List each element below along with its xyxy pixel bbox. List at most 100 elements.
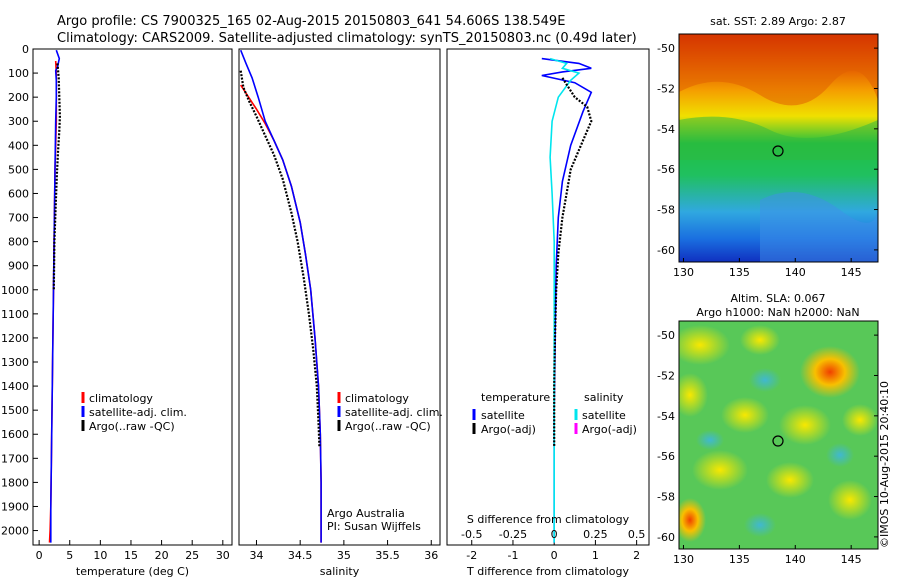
diff-legend-temperature-entry: satellite (481, 409, 525, 422)
sst-axes-ytick-label: -52 (657, 82, 675, 95)
sla-map (679, 321, 878, 549)
diff-top-xlabel: S difference from climatology (467, 513, 630, 526)
salinity-legend-entry: satellite-adj. clim. (345, 406, 443, 419)
difference-xlabel: T difference from climatology (466, 565, 629, 578)
salinity-series-satellite-adj-clim- (239, 49, 322, 543)
depth-tick-label: 1000 (1, 284, 29, 297)
depth-tick-label: 100 (8, 67, 29, 80)
sst-map-frame (678, 33, 879, 263)
diff-legend-temperature-entry: Argo(-adj) (481, 423, 536, 436)
sla-axes-xtick-label: 140 (785, 553, 806, 566)
depth-tick-label: 900 (8, 260, 29, 273)
temperature-xtick-label: 15 (124, 549, 138, 562)
difference-xtick-label: 0 (551, 549, 558, 562)
sla-axes-ytick-label: -52 (657, 369, 675, 382)
salinity-annotation: PI: Susan Wijffels (327, 520, 421, 533)
sst-axes-xtick-label: 135 (729, 266, 750, 279)
imos-stamp: ©IMOS 10-Aug-2015 20:40:10 (878, 381, 891, 548)
diff-legend-temperature-header: temperature (481, 391, 550, 404)
sla-axes-ytick-label: -50 (657, 329, 675, 342)
depth-tick-label: 800 (8, 236, 29, 249)
depth-tick-label: 1900 (1, 500, 29, 513)
sla-map-frame (678, 320, 879, 550)
diff-s-tick-label: 0 (551, 528, 558, 541)
salinity-legend-entry: Argo(..raw -QC) (345, 420, 431, 433)
climatology-title: Climatology: CARS2009. Satellite-adjuste… (57, 31, 637, 46)
sla-axes-xtick-label: 130 (673, 553, 694, 566)
salinity-xtick-label: 35.5 (375, 549, 400, 562)
temperature-xlabel: temperature (deg C) (76, 565, 189, 578)
temperature-series-satellite-adj-clim- (49, 49, 61, 543)
salinity-xtick-label: 36 (424, 549, 438, 562)
difference-xtick-label: 2 (633, 549, 640, 562)
sla-argo-marker (772, 435, 784, 447)
salinity-plot: 34 34.5 35 35.5 36 salinity climatologysatelli… (239, 49, 443, 578)
sla-map-title-2: Argo h1000: NaN h2000: NaN (696, 306, 859, 319)
temperature-legend-entry: climatology (89, 392, 153, 405)
temperature-xtick-label: 25 (185, 549, 199, 562)
salinity-xtick-label: 34.5 (288, 549, 313, 562)
difference-xtick-label: 1 (592, 549, 599, 562)
sla-axes-ytick-label: -58 (657, 491, 675, 504)
temperature-panel-frame (32, 48, 233, 546)
temperature-plot: 0 5 10 15 20 25 300100200300400500600700800900… (1, 43, 230, 578)
depth-tick-label: 1500 (1, 404, 29, 417)
diff-legend-salinity-entry: Argo(-adj) (582, 423, 637, 436)
depth-tick-label: 700 (8, 212, 29, 225)
sla-axes-ytick-label: -60 (657, 531, 675, 544)
diff-s-tick-label: -0.25 (499, 528, 527, 541)
diff-legend-salinity-header: salinity (584, 391, 624, 404)
sla-axes-xtick-label: 135 (729, 553, 750, 566)
sst-axes-ytick-label: -54 (657, 123, 675, 136)
sst-axes-ytick-label: -58 (657, 204, 675, 217)
sst-axes-ytick-label: -50 (657, 42, 675, 55)
sst-axes-xtick-label: 145 (841, 266, 862, 279)
depth-tick-label: 1300 (1, 356, 29, 369)
temperature-xtick-label: 30 (216, 549, 230, 562)
diff-s-tick-label: 0.5 (628, 528, 646, 541)
difference-series-satellite-salinity- (549, 57, 581, 543)
sst-axes-ytick-label: -56 (657, 163, 675, 176)
difference-series-argo-temperature- (553, 77, 593, 447)
temperature-legend-entry: satellite-adj. clim. (89, 406, 187, 419)
depth-tick-label: 1100 (1, 308, 29, 321)
sla-map-title-1: Altim. SLA: 0.067 (730, 292, 825, 305)
depth-tick-label: 1400 (1, 380, 29, 393)
sst-axes-ytick-label: -60 (657, 244, 675, 257)
diff-legend-salinity-entry: satellite (582, 409, 626, 422)
depth-tick-label: 1800 (1, 476, 29, 489)
profile-title: Argo profile: CS 7900325_165 02-Aug-2015… (57, 14, 566, 29)
sst-axes-xtick-label: 140 (785, 266, 806, 279)
salinity-annotation: Argo Australia (327, 507, 405, 520)
salinity-xlabel: salinity (320, 565, 360, 578)
sst-argo-marker (772, 145, 784, 157)
depth-tick-label: 1600 (1, 428, 29, 441)
salinity-xtick-label: 35 (337, 549, 351, 562)
depth-tick-label: 200 (8, 91, 29, 104)
depth-tick-label: 500 (8, 163, 29, 176)
sla-axes-ytick-label: -56 (657, 450, 675, 463)
salinity-xtick-label: 34 (249, 549, 263, 562)
temperature-legend-entry: Argo(..raw -QC) (89, 420, 175, 433)
depth-tick-label: 600 (8, 187, 29, 200)
temperature-xtick-label: 5 (66, 549, 73, 562)
temperature-xtick-label: 0 (36, 549, 43, 562)
depth-tick-label: 400 (8, 139, 29, 152)
difference-xtick-label: -2 (466, 549, 477, 562)
diff-s-tick-label: 0.25 (583, 528, 608, 541)
depth-tick-label: 0 (22, 43, 29, 56)
depth-tick-label: 1200 (1, 332, 29, 345)
depth-tick-label: 2000 (1, 525, 29, 538)
sst-map (679, 34, 878, 262)
temperature-series-argo-raw-qc- (52, 63, 62, 290)
sst-map-title: sat. SST: 2.89 Argo: 2.87 (710, 15, 846, 28)
sla-axes-xtick-label: 145 (841, 553, 862, 566)
depth-tick-label: 1700 (1, 452, 29, 465)
difference-series-satellite-temperature- (541, 57, 593, 543)
difference-panel-frame (446, 48, 650, 546)
sla-axes-ytick-label: -54 (657, 410, 675, 423)
salinity-series-argo-raw-qc- (239, 70, 321, 447)
depth-tick-label: 300 (8, 115, 29, 128)
temperature-xtick-label: 10 (93, 549, 107, 562)
